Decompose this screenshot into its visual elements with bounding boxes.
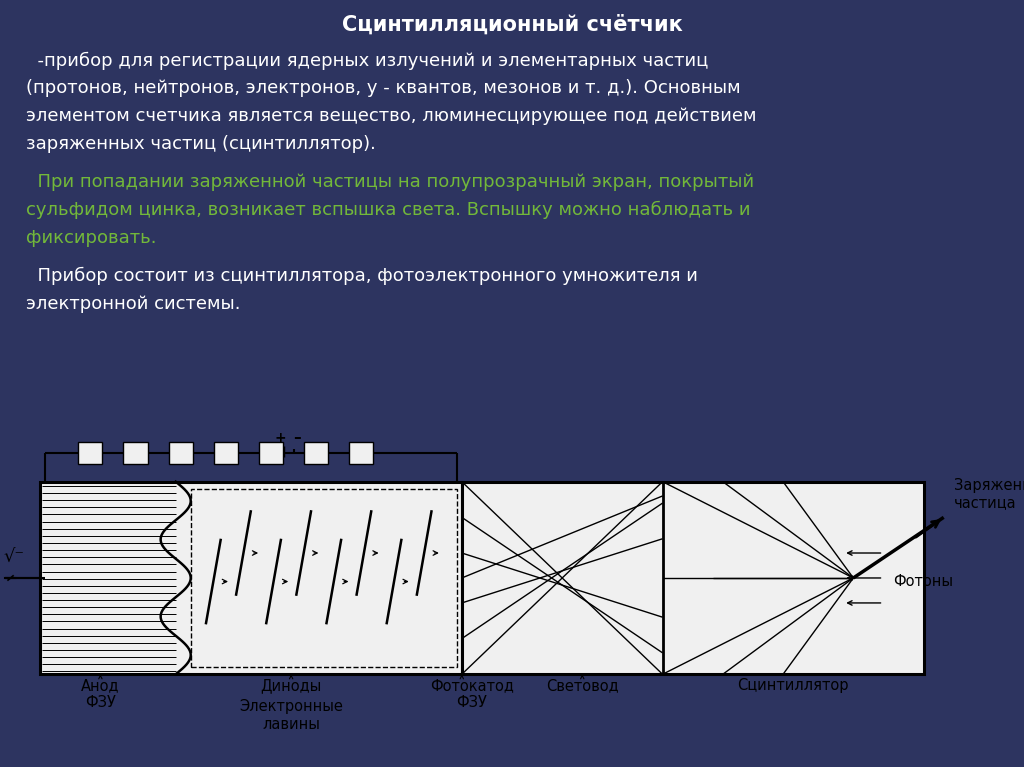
Text: фиксировать.: фиксировать. [26, 229, 156, 247]
Bar [78, 443, 102, 464]
Bar [349, 443, 374, 464]
Text: электронной системы.: электронной системы. [26, 295, 240, 313]
Text: заряженных частиц (сцинтиллятор).: заряженных частиц (сцинтиллятор). [26, 135, 376, 153]
Text: Анод
ФЗУ: Анод ФЗУ [81, 678, 120, 710]
Text: Сцинтиллятор: Сцинтиллятор [737, 678, 849, 693]
Text: +: + [274, 432, 286, 446]
Text: При попадании заряженной частицы на полупрозрачный экран, покрытый: При попадании заряженной частицы на полу… [26, 173, 754, 191]
Text: Световод: Световод [546, 678, 618, 693]
Text: Заряженная
частица: Заряженная частица [953, 478, 1024, 510]
Text: –: – [293, 430, 301, 446]
Text: Электронные
лавины: Электронные лавины [240, 700, 343, 732]
Bar [214, 443, 238, 464]
Text: сульфидом цинка, возникает вспышка света. Вспышку можно наблюдать и: сульфидом цинка, возникает вспышка света… [26, 201, 751, 219]
Bar [124, 443, 147, 464]
Text: (протонов, нейтронов, электронов, у - квантов, мезонов и т. д.). Основным: (протонов, нейтронов, электронов, у - кв… [26, 79, 740, 97]
Bar [169, 443, 193, 464]
Text: Сцинтилляционный счётчик: Сцинтилляционный счётчик [342, 15, 682, 35]
Text: элементом счетчика является вещество, люминесцирующее под действием: элементом счетчика является вещество, лю… [26, 107, 756, 125]
Text: Фотокатод
ФЗУ: Фотокатод ФЗУ [430, 678, 514, 710]
Bar [40, 482, 462, 674]
Bar [259, 443, 283, 464]
Text: -прибор для регистрации ядерных излучений и элементарных частиц: -прибор для регистрации ядерных излучени… [26, 51, 708, 70]
Text: Диноды: Диноды [260, 678, 322, 693]
Bar [462, 482, 924, 674]
Text: Фотоны: Фотоны [894, 574, 953, 589]
Text: √⁻: √⁻ [3, 548, 24, 565]
Bar [190, 489, 457, 667]
Bar [304, 443, 329, 464]
Text: Прибор состоит из сцинтиллятора, фотоэлектронного умножителя и: Прибор состоит из сцинтиллятора, фотоэле… [26, 267, 697, 285]
